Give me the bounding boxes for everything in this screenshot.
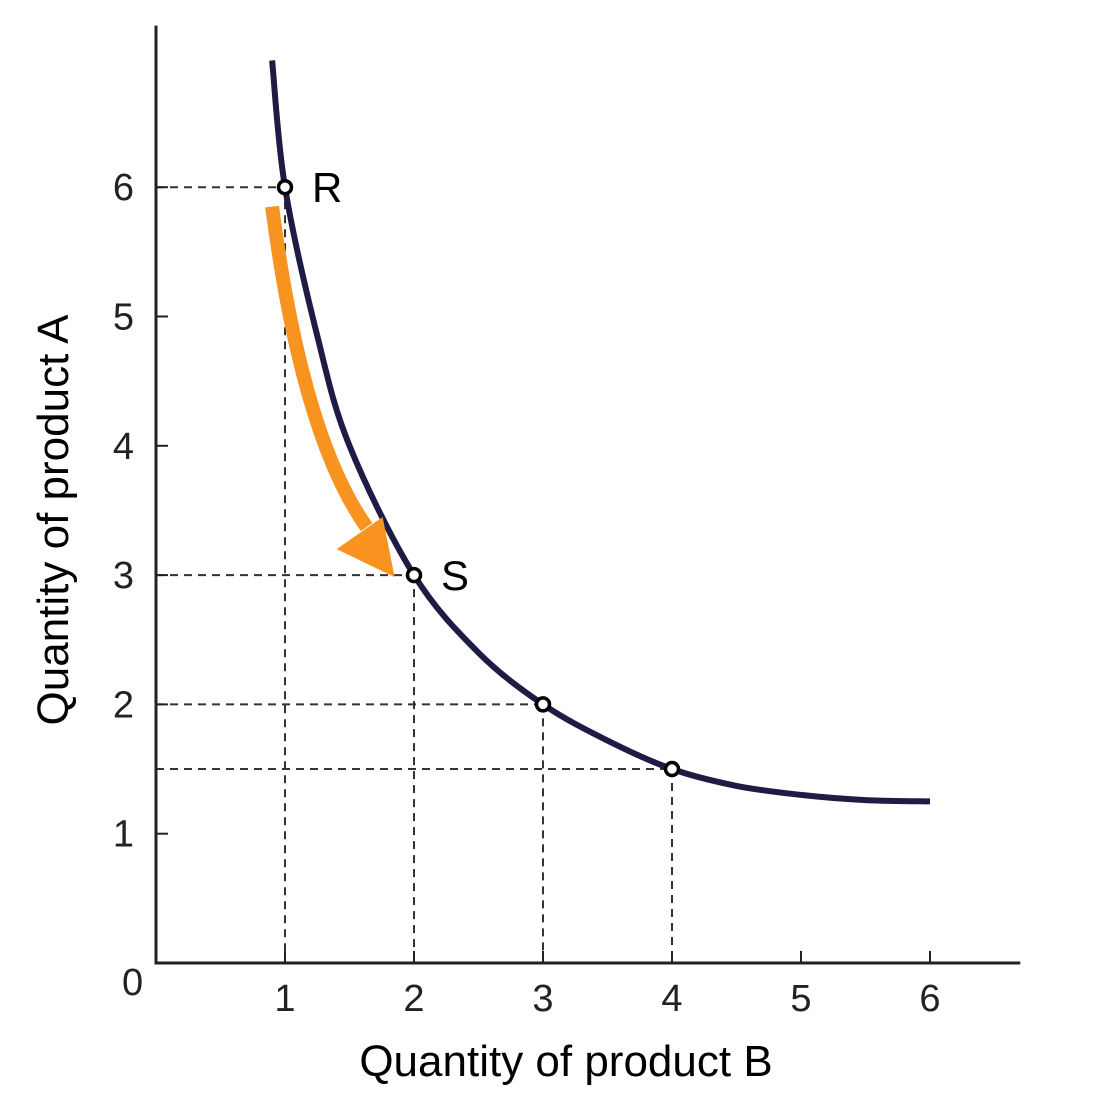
axes — [154, 25, 1021, 965]
curve-point — [663, 760, 681, 778]
tick-labels: 1 2 3 4 5 6 1 2 3 4 5 6 — [113, 167, 941, 1020]
x-tick-label: 3 — [532, 978, 553, 1020]
y-tick-label: 6 — [113, 167, 134, 209]
curve-points: RS — [276, 164, 681, 778]
curve-point — [534, 696, 552, 713]
movement-arrow — [265, 205, 395, 578]
y-tick-label: 3 — [113, 555, 134, 597]
y-tick-label: 5 — [113, 297, 134, 339]
x-tick-label: 5 — [790, 978, 811, 1020]
indifference-curve — [269, 60, 931, 805]
curve-point — [276, 178, 294, 196]
x-tick-label: 6 — [919, 978, 940, 1020]
point-label: R — [312, 164, 342, 211]
y-axis-title: Quantity of product A — [29, 314, 78, 726]
axis-ticks — [156, 186, 931, 963]
y-tick-label: 4 — [113, 426, 134, 468]
x-tick-label: 4 — [661, 978, 682, 1020]
point-label: S — [441, 552, 469, 599]
arrow-shaft — [265, 205, 373, 532]
y-tick-label: 2 — [113, 684, 134, 726]
x-tick-label: 1 — [274, 978, 295, 1020]
y-tick-label: 1 — [113, 814, 134, 856]
curve-point — [405, 566, 423, 584]
x-axis-title: Quantity of product B — [359, 1037, 772, 1086]
origin-label: 0 — [122, 962, 143, 1004]
x-tick-label: 2 — [403, 978, 424, 1020]
arrow-head — [336, 517, 395, 578]
